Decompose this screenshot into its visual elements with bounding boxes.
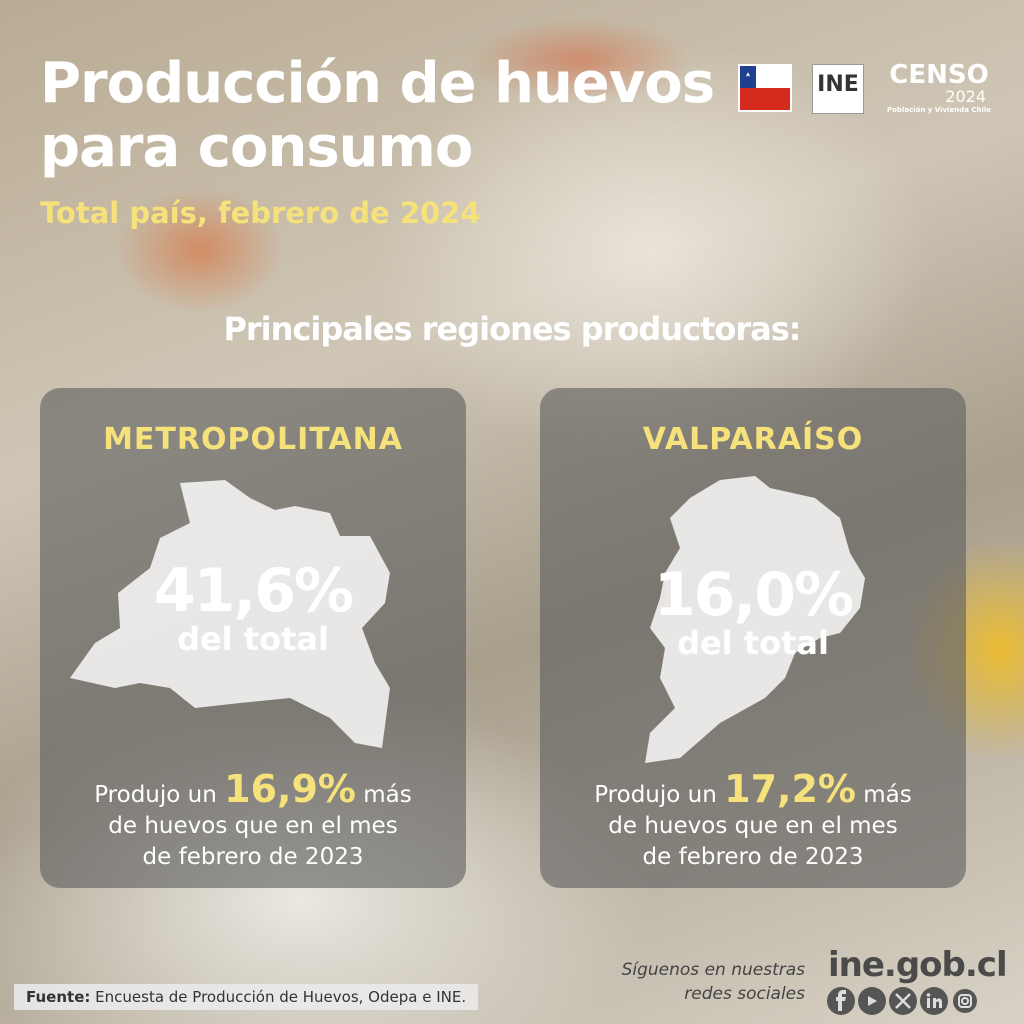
text: Produjo un	[594, 782, 717, 808]
censo-year: 2024	[945, 87, 986, 106]
region-card: VALPARAÍSO 16,0% del total Produjo un 17…	[540, 388, 966, 888]
title-line: Producción de huevos	[40, 51, 715, 116]
title: Producción de huevos para consumo	[40, 51, 715, 180]
follow-line: Síguenos en nuestras	[621, 960, 805, 980]
censo-word: CENSO	[889, 60, 989, 90]
text: más	[863, 782, 912, 808]
region-name: METROPOLITANA	[103, 422, 403, 457]
text: de huevos que en el mes	[608, 813, 898, 839]
subtitle: Total país, febrero de 2024	[40, 196, 481, 230]
share-caption: del total	[177, 620, 329, 658]
share: 41,6%	[153, 556, 354, 626]
share-caption: del total	[677, 624, 829, 662]
text: de febrero de 2023	[142, 844, 364, 870]
source-label: Fuente:	[26, 988, 91, 1006]
censo-logo: CENSO 2024 Población y Vivienda Chile	[884, 62, 994, 114]
censo-caption: Población y Vivienda Chile	[886, 106, 992, 114]
share: 16,0%	[653, 560, 854, 630]
website[interactable]: ine.gob.cl	[828, 945, 1008, 985]
growth: 17,2%	[724, 767, 856, 811]
region-map	[70, 480, 390, 748]
title-line: para consumo	[40, 115, 473, 180]
region-map	[645, 476, 865, 763]
source-note: Fuente: Encuesta de Producción de Huevos…	[14, 984, 479, 1010]
source-text: Encuesta de Producción de Huevos, Odepa …	[95, 988, 467, 1006]
text: de huevos que en el mes	[108, 813, 398, 839]
social-icons	[827, 987, 977, 1015]
growth: 16,9%	[224, 767, 356, 811]
card-text: Produjo un 17,2% más de huevos que en el…	[540, 770, 966, 873]
gov-logo	[738, 64, 792, 116]
instagram-icon[interactable]	[953, 989, 977, 1013]
text: más	[363, 782, 412, 808]
region-name: VALPARAÍSO	[642, 422, 864, 457]
text: de febrero de 2023	[642, 844, 864, 870]
ine-logo: INE	[812, 64, 864, 114]
region-card: METROPOLITANA 41,6% del total Produjo un…	[40, 388, 466, 888]
section-title: Principales regiones productoras:	[223, 310, 801, 348]
card-text: Produjo un 16,9% más de huevos que en el…	[40, 770, 466, 873]
follow-line: redes sociales	[684, 984, 805, 1004]
text: Produjo un	[94, 782, 217, 808]
follow-text: Síguenos en nuestras redes sociales	[600, 958, 805, 1006]
